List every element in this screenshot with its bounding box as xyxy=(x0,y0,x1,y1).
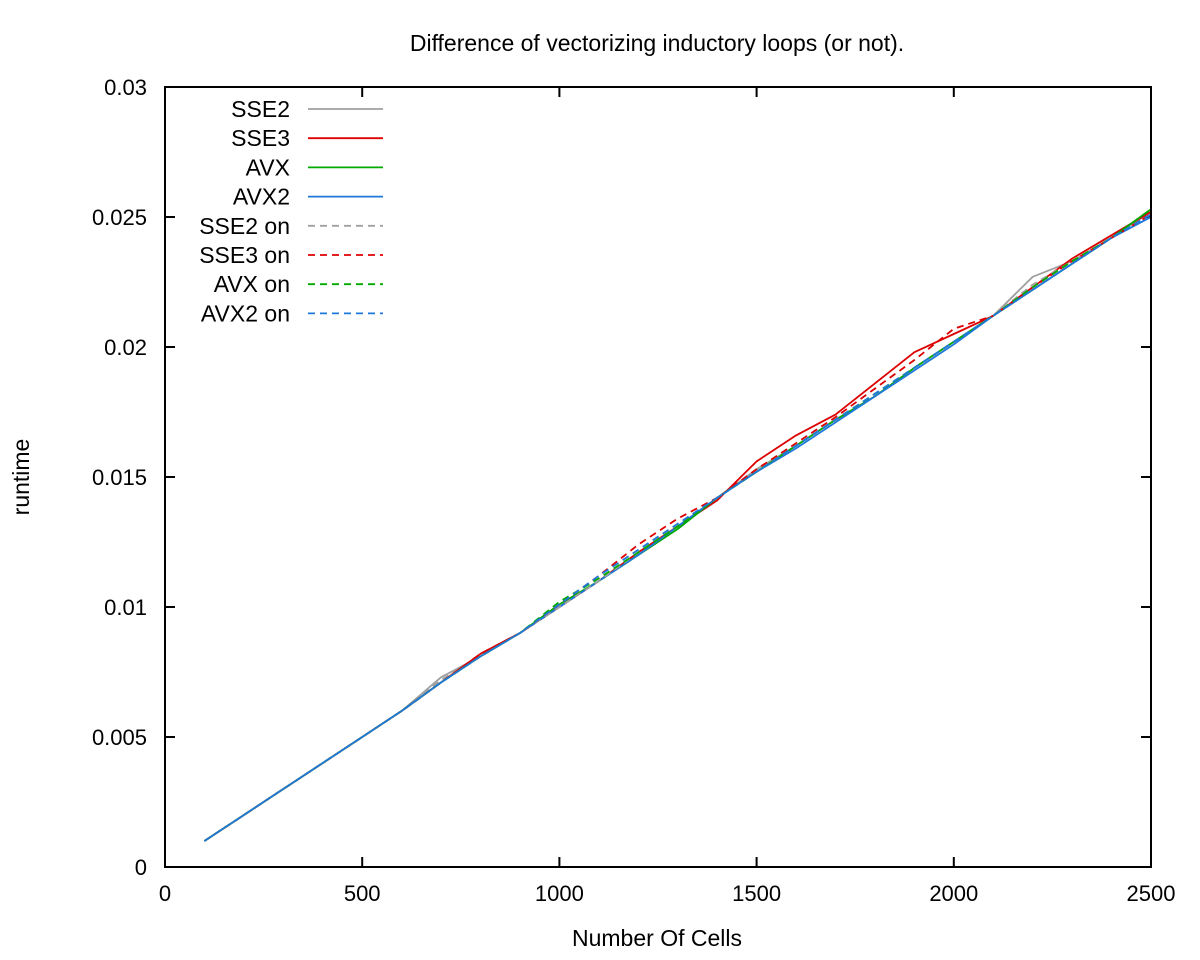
axis-ticks: 0 500 1000 1500 2000 2500 0 0.005 0.01 0.015 0.02 0… xyxy=(92,75,1176,906)
series-line-avx-on xyxy=(203,208,1152,842)
x-tick-label: 2500 xyxy=(1127,881,1176,906)
legend-label: SSE2 xyxy=(231,96,290,122)
legend-label: AVX2 on xyxy=(201,300,290,326)
y-tick-label: 0.005 xyxy=(92,725,147,750)
x-tick-label: 0 xyxy=(159,881,171,906)
legend: SSE2 SSE3 AVX AVX2 SSE2 on SSE3 on AVX on AVX2 … xyxy=(199,96,383,326)
y-axis-title: runtime xyxy=(8,439,34,516)
y-tick-label: 0.02 xyxy=(104,335,147,360)
y-tick-label: 0.03 xyxy=(104,75,147,100)
legend-label: AVX on xyxy=(214,271,290,297)
legend-label: AVX xyxy=(246,154,290,180)
x-tick-label: 1000 xyxy=(535,881,584,906)
legend-label: SSE2 on xyxy=(199,213,290,239)
x-tick-label: 1500 xyxy=(732,881,781,906)
x-tick-label: 2000 xyxy=(929,881,978,906)
legend-label: SSE3 on xyxy=(199,242,290,268)
series-line-avx2-on xyxy=(203,213,1152,842)
x-tick-label: 500 xyxy=(344,881,381,906)
y-tick-label: 0.015 xyxy=(92,465,147,490)
y-tick-label: 0.01 xyxy=(104,595,147,620)
legend-label: AVX2 xyxy=(233,184,290,210)
y-tick-label: 0 xyxy=(135,855,147,880)
plot-frame xyxy=(164,86,1152,868)
series-layer xyxy=(203,208,1152,842)
chart-title: Difference of vectorizing inductory loop… xyxy=(410,30,904,56)
x-axis-title: Number Of Cells xyxy=(572,925,742,951)
y-tick-label: 0.025 xyxy=(92,205,147,230)
legend-label: SSE3 xyxy=(231,125,290,151)
